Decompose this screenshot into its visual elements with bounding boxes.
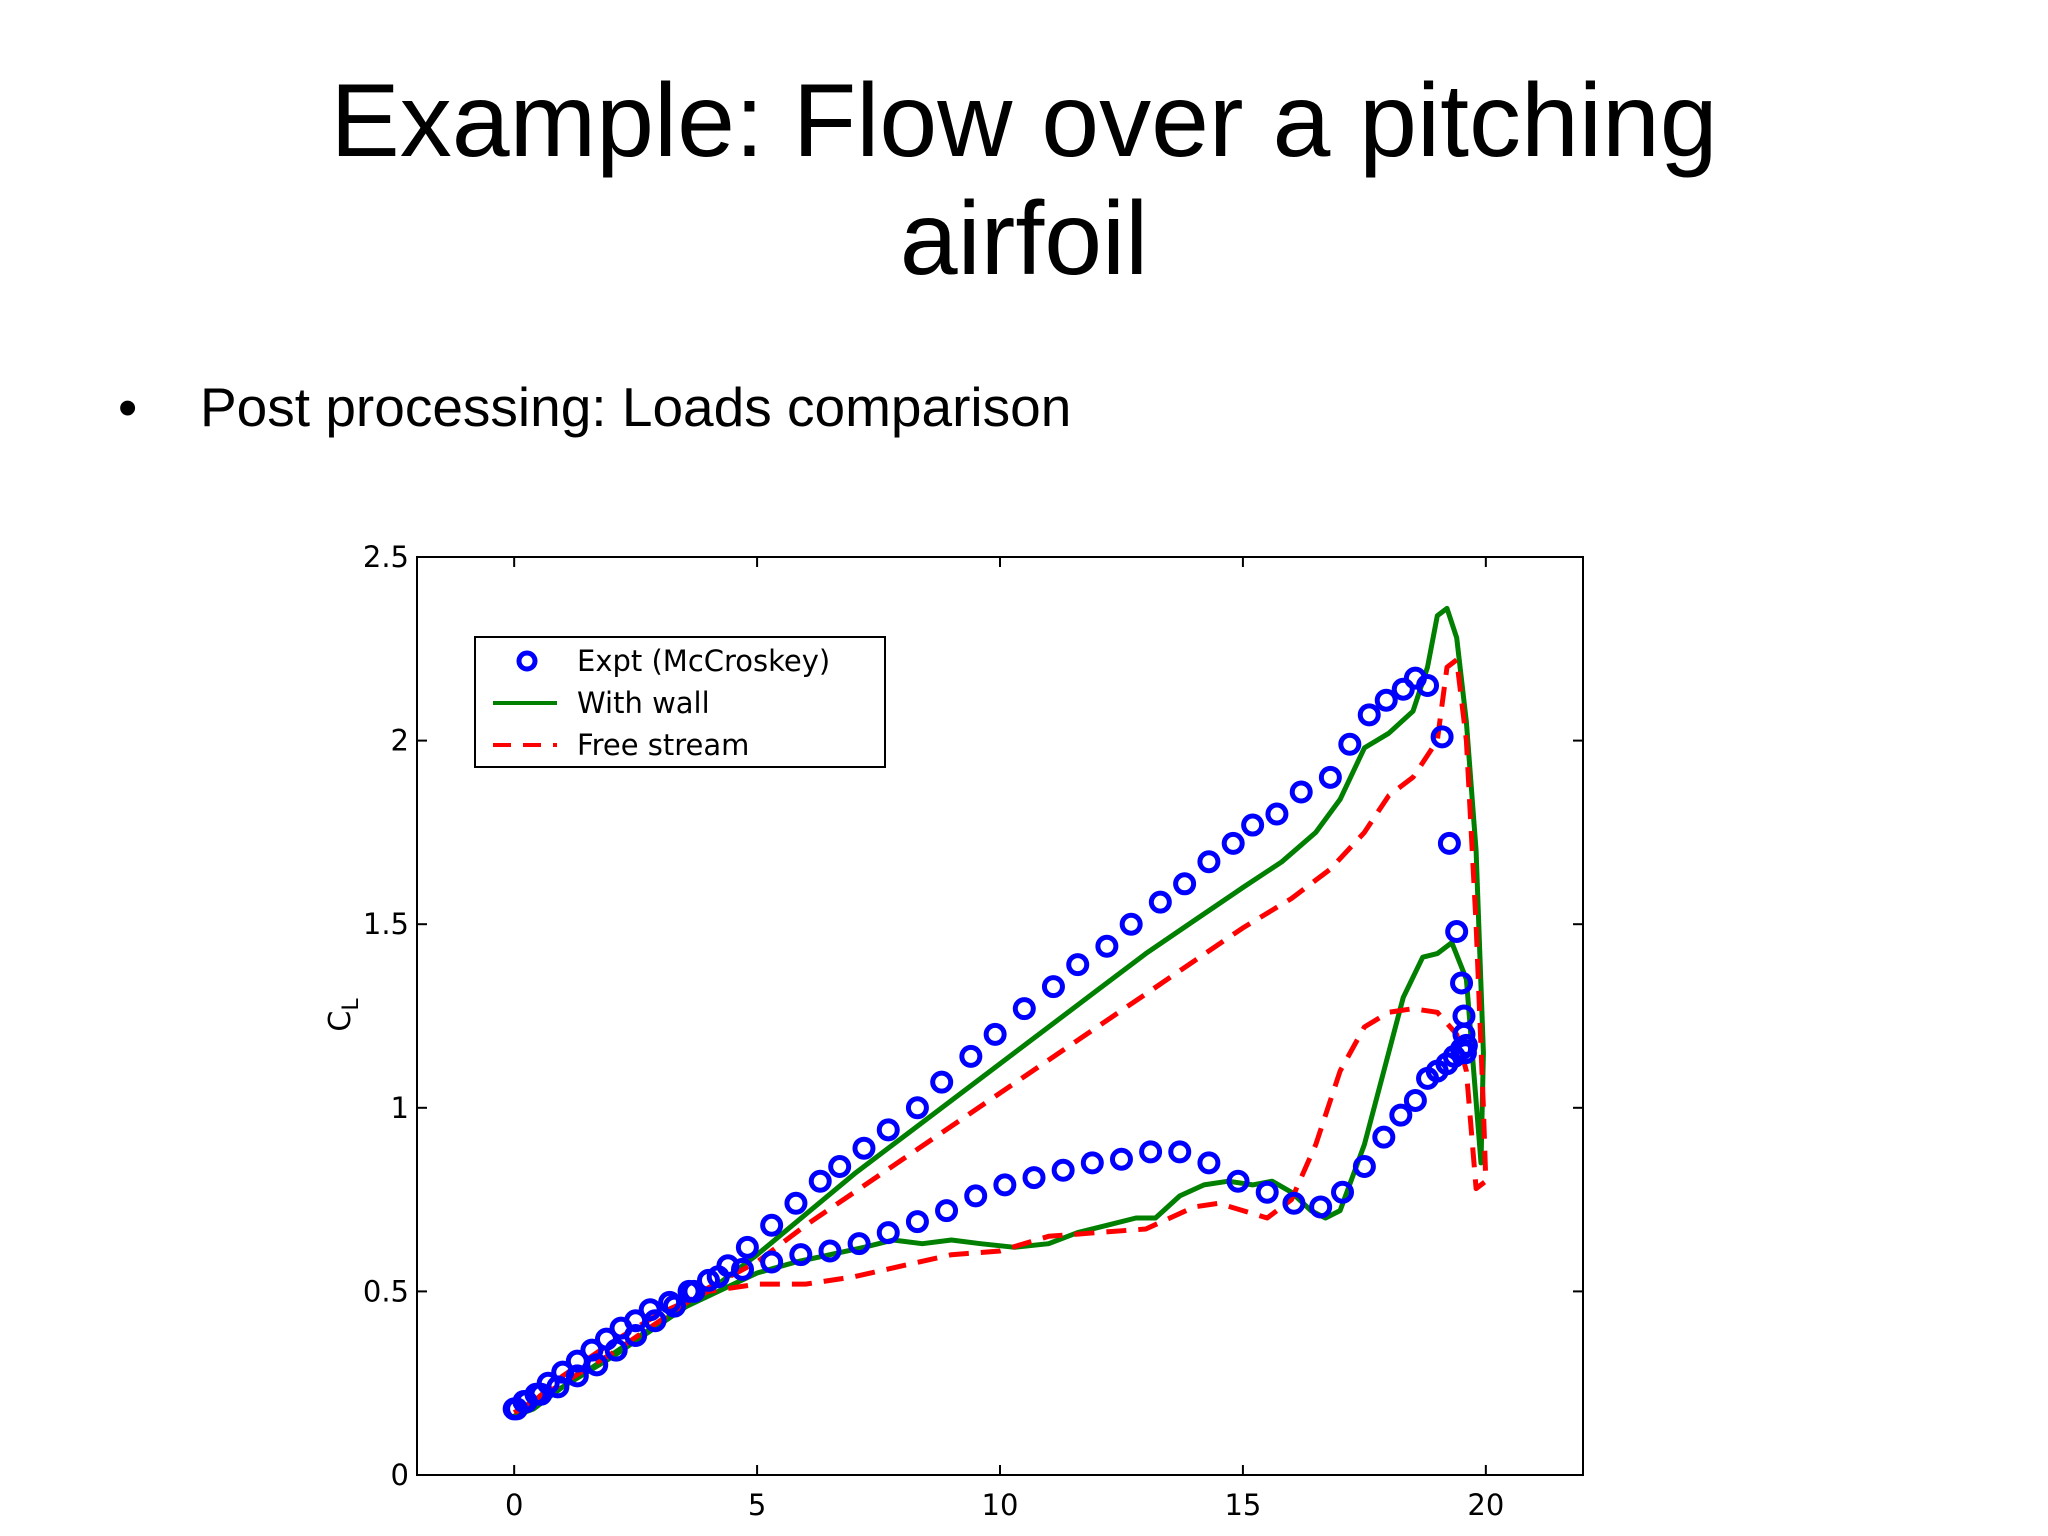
expt-data-point xyxy=(638,1298,662,1322)
expt-data-point xyxy=(760,1250,784,1274)
bullet-text: Post processing: Loads comparison xyxy=(200,376,1072,438)
expt-data-point xyxy=(1265,802,1289,826)
expt-data-point xyxy=(1119,912,1143,936)
x-tick-label: 0 xyxy=(505,1488,523,1522)
slide-title-line-1: Example: Flow over a pitching xyxy=(330,63,1718,179)
expt-data-point xyxy=(784,1191,808,1215)
expt-data-point xyxy=(905,1210,929,1234)
bullet-symbol: • xyxy=(118,376,138,438)
expt-data-point xyxy=(1318,765,1342,789)
expt-data-point xyxy=(1338,732,1362,756)
legend-label: Free stream xyxy=(577,728,749,762)
expt-data-point xyxy=(1372,1125,1396,1149)
expt-data-point xyxy=(828,1155,852,1179)
expt-data-point xyxy=(1022,1166,1046,1190)
expt-data-point xyxy=(604,1338,628,1362)
x-tick-label: 10 xyxy=(982,1488,1019,1522)
expt-data-point xyxy=(935,1199,959,1223)
expt-data-point xyxy=(1331,1180,1355,1204)
expt-data-point xyxy=(1450,971,1474,995)
expt-data-point xyxy=(1148,890,1172,914)
expt-data-point xyxy=(1197,850,1221,874)
expt-data-point xyxy=(1416,674,1440,698)
expt-data-point xyxy=(876,1221,900,1245)
expt-data-point xyxy=(930,1070,954,1094)
expt-data-point xyxy=(682,1279,706,1303)
expt-data-point xyxy=(1041,975,1065,999)
x-tick-label: 5 xyxy=(748,1488,766,1522)
expt-data-point xyxy=(964,1184,988,1208)
expt-data-point xyxy=(760,1213,784,1237)
slide-title: Example: Flow over a pitching airfoil xyxy=(0,62,2048,298)
expt-data-point xyxy=(1416,1066,1440,1090)
y-axis-label: CL xyxy=(323,998,364,1032)
expt-data-point xyxy=(1012,997,1036,1021)
expt-data-point xyxy=(1289,780,1313,804)
expt-data-point xyxy=(1226,1169,1250,1193)
expt-data-point xyxy=(1403,1088,1427,1112)
expt-data-point xyxy=(1066,953,1090,977)
expt-data-point xyxy=(1430,725,1454,749)
expt-data-point xyxy=(706,1265,730,1289)
expt-data-point xyxy=(1168,1140,1192,1164)
expt-data-point xyxy=(662,1294,686,1318)
expt-data-point xyxy=(643,1309,667,1333)
expt-data-point xyxy=(1437,831,1461,855)
expt-data-point xyxy=(1352,1155,1376,1179)
legend-label: With wall xyxy=(577,686,710,720)
expt-data-point xyxy=(852,1136,876,1160)
expt-data-point xyxy=(565,1364,589,1388)
expt-data-point xyxy=(1221,831,1245,855)
expt-data-point xyxy=(993,1173,1017,1197)
legend-label: Expt (McCroskey) xyxy=(577,644,830,678)
expt-data-point xyxy=(1197,1151,1221,1175)
expt-data-point xyxy=(1080,1151,1104,1175)
y-tick-label: 1 xyxy=(391,1091,409,1125)
expt-data-point xyxy=(847,1232,871,1256)
y-tick-label: 0.5 xyxy=(363,1274,409,1308)
expt-data-point xyxy=(1282,1191,1306,1215)
expt-data-point xyxy=(1255,1180,1279,1204)
expt-data-point xyxy=(789,1243,813,1267)
expt-data-point xyxy=(1109,1147,1133,1171)
expt-data-point xyxy=(1173,872,1197,896)
expt-data-point xyxy=(1309,1195,1333,1219)
expt-data-point xyxy=(585,1353,609,1377)
y-tick-label: 1.5 xyxy=(363,907,409,941)
legend-marker-expt xyxy=(516,650,538,672)
expt-data-point xyxy=(876,1118,900,1142)
expt-data-point xyxy=(735,1235,759,1259)
slide-title-line-2: airfoil xyxy=(899,181,1149,297)
x-axis-label: α xyxy=(990,1528,1009,1536)
y-tick-label: 2.5 xyxy=(363,540,409,574)
expt-data-point xyxy=(959,1044,983,1068)
series-line-with-wall xyxy=(511,605,1486,1419)
series-line-free-stream xyxy=(512,657,1489,1415)
expt-data-point xyxy=(505,1397,529,1421)
expt-data-point xyxy=(818,1239,842,1263)
y-tick-label: 0 xyxy=(391,1458,409,1492)
expt-data-point xyxy=(983,1022,1007,1046)
expt-data-point xyxy=(905,1096,929,1120)
expt-data-point xyxy=(1357,703,1381,727)
x-tick-label: 20 xyxy=(1467,1488,1504,1522)
x-tick-label: 15 xyxy=(1224,1488,1261,1522)
expt-data-point xyxy=(731,1257,755,1281)
expt-data-point xyxy=(1095,934,1119,958)
y-tick-label: 2 xyxy=(391,724,409,758)
expt-data-point xyxy=(808,1169,832,1193)
expt-data-point xyxy=(1389,1103,1413,1127)
expt-data-point xyxy=(1051,1158,1075,1182)
expt-data-point xyxy=(1445,920,1469,944)
legend-box xyxy=(474,636,886,768)
expt-data-point xyxy=(624,1323,648,1347)
expt-data-point xyxy=(1374,688,1398,712)
expt-data-point xyxy=(1241,813,1265,837)
expt-data-point xyxy=(1139,1140,1163,1164)
